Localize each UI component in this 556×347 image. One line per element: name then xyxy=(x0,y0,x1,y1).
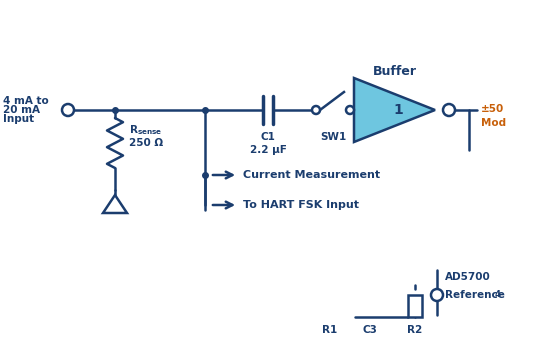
Text: To HART FSK Input: To HART FSK Input xyxy=(243,200,359,210)
Text: 1: 1 xyxy=(394,103,404,117)
Text: C3: C3 xyxy=(363,325,378,335)
Text: Buffer: Buffer xyxy=(373,65,416,78)
Circle shape xyxy=(62,104,74,116)
Text: 4 mA to: 4 mA to xyxy=(3,96,49,106)
Text: SW1: SW1 xyxy=(320,132,346,142)
Text: 2.2 µF: 2.2 µF xyxy=(250,145,286,155)
Text: R1: R1 xyxy=(322,325,337,335)
Text: 20 mA: 20 mA xyxy=(3,105,40,115)
Bar xyxy=(408,295,422,317)
Circle shape xyxy=(346,106,354,114)
Text: Mod: Mod xyxy=(481,118,506,128)
Circle shape xyxy=(431,289,443,301)
Text: Input: Input xyxy=(3,114,34,124)
Text: AD5700: AD5700 xyxy=(445,272,491,282)
Polygon shape xyxy=(103,195,127,213)
Text: Current Measurement: Current Measurement xyxy=(243,170,380,180)
Text: Reference: Reference xyxy=(445,290,505,300)
Circle shape xyxy=(443,104,455,116)
Text: $\mathbf{R_{sense}}$: $\mathbf{R_{sense}}$ xyxy=(129,123,162,137)
Text: 250 Ω: 250 Ω xyxy=(129,138,163,148)
Text: ±50: ±50 xyxy=(481,104,504,114)
Text: C1: C1 xyxy=(261,132,275,142)
Text: 4: 4 xyxy=(495,290,501,299)
Circle shape xyxy=(312,106,320,114)
Polygon shape xyxy=(354,78,435,142)
Text: R2: R2 xyxy=(408,325,423,335)
